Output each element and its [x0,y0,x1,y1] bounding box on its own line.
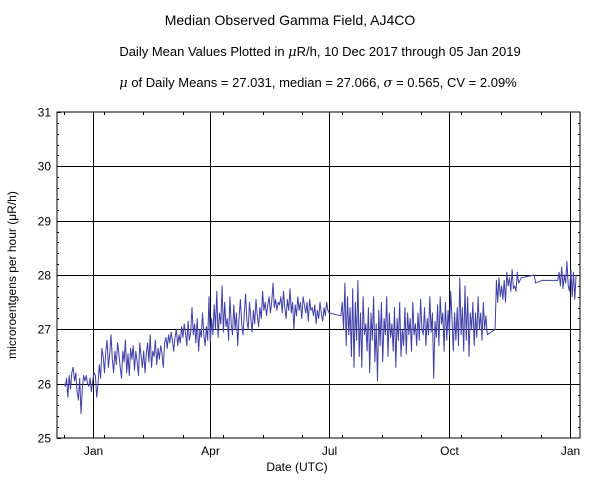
y-axis-ticks: 25 26 27 28 29 30 31 [38,106,580,446]
subtitle-mu-symbol: μ [288,45,296,60]
x-tick-label: Jan [84,444,103,458]
subtitle-prefix: Daily Mean Values Plotted in [119,44,288,59]
y-tick-label: 28 [38,269,52,283]
y-tick-label: 27 [38,323,52,337]
chart-stats: μ of Daily Means = 27.031, median = 27.0… [119,75,517,91]
y-tick-label: 25 [38,432,52,446]
chart-subtitle: Daily Mean Values Plotted in μR/h, 10 De… [119,44,520,60]
x-tick-label: Jan [561,444,580,458]
subtitle-unit: R/h, 10 Dec 2017 through 05 Jan 2019 [297,44,521,59]
y-tick-label: 26 [38,378,52,392]
y-tick-label: 29 [38,215,52,229]
stats-sigma-symbol: σ [384,76,394,91]
x-tick-label: Jul [322,444,337,458]
y-axis-label: microroentgens per hour (μR/h) [5,191,19,359]
x-tick-label: Apr [201,444,220,458]
series-line [63,260,577,415]
grid-lines [57,112,580,438]
series-layer [63,260,577,415]
x-tick-label: Oct [440,444,459,458]
stats-mean-median: of Daily Means = 27.031, median = 27.066… [128,75,384,90]
x-axis-label: Date (UTC) [266,460,327,474]
stats-sigma-cv: = 0.565, CV = 2.09% [392,75,517,90]
chart-title: Median Observed Gamma Field, AJ4CO [165,12,416,28]
stats-mu-symbol: μ [119,76,127,91]
x-axis-ticks: Jan Apr Jul Oct Jan [64,112,580,458]
y-tick-label: 31 [38,106,52,120]
y-tick-label: 30 [38,160,52,174]
